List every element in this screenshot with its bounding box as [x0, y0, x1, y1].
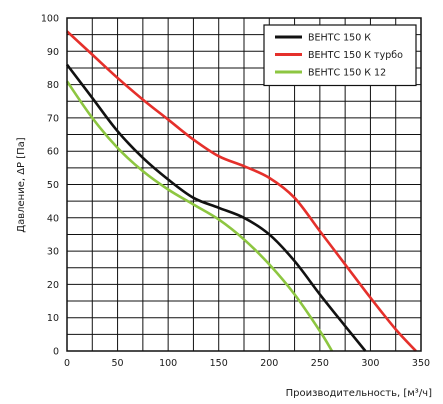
- x-tick-label: 350: [412, 358, 430, 369]
- x-axis-label: Производительность, [м³/ч]: [286, 388, 432, 399]
- y-tick-label: 60: [47, 147, 59, 158]
- x-tick-label: 150: [210, 358, 228, 369]
- x-tick-label: 100: [159, 358, 177, 369]
- plot-frame: [66, 17, 422, 352]
- y-tick-label: 0: [53, 347, 59, 358]
- x-tick-label: 300: [361, 358, 379, 369]
- legend-entry: ВЕНТС 150 К: [308, 33, 371, 44]
- y-tick-label: 30: [47, 247, 59, 258]
- legend: ВЕНТС 150 К ВЕНТС 150 К турбо ВЕНТС 150 К …: [263, 24, 417, 87]
- tick-labels: 0 50 100 150 200 250 300 350 0 10 20 30 40 50 60 70 80 90…: [41, 14, 430, 370]
- y-tick-label: 50: [47, 180, 59, 191]
- series-line-2: [66, 30, 417, 352]
- legend-entry: ВЕНТС 150 К 12: [308, 68, 386, 79]
- series-layer: [65, 30, 417, 352]
- y-tick-label: 20: [47, 280, 59, 291]
- y-tick-label: 90: [47, 47, 59, 58]
- legend-entry: ВЕНТС 150 К турбо: [308, 50, 403, 61]
- y-tick-label: 100: [41, 14, 59, 25]
- y-axis-label: Давление, ΔP [Па]: [16, 137, 27, 233]
- y-tick-label: 10: [47, 313, 59, 324]
- x-tick-label: 250: [311, 358, 329, 369]
- x-tick-label: 50: [112, 358, 124, 369]
- series-line-3: [65, 80, 334, 352]
- series-line-1: [65, 63, 367, 352]
- y-tick-label: 80: [47, 80, 59, 91]
- x-tick-label: 200: [260, 358, 278, 369]
- y-tick-label: 40: [47, 213, 59, 224]
- x-tick-label: 0: [64, 358, 70, 369]
- y-tick-label: 70: [47, 113, 59, 124]
